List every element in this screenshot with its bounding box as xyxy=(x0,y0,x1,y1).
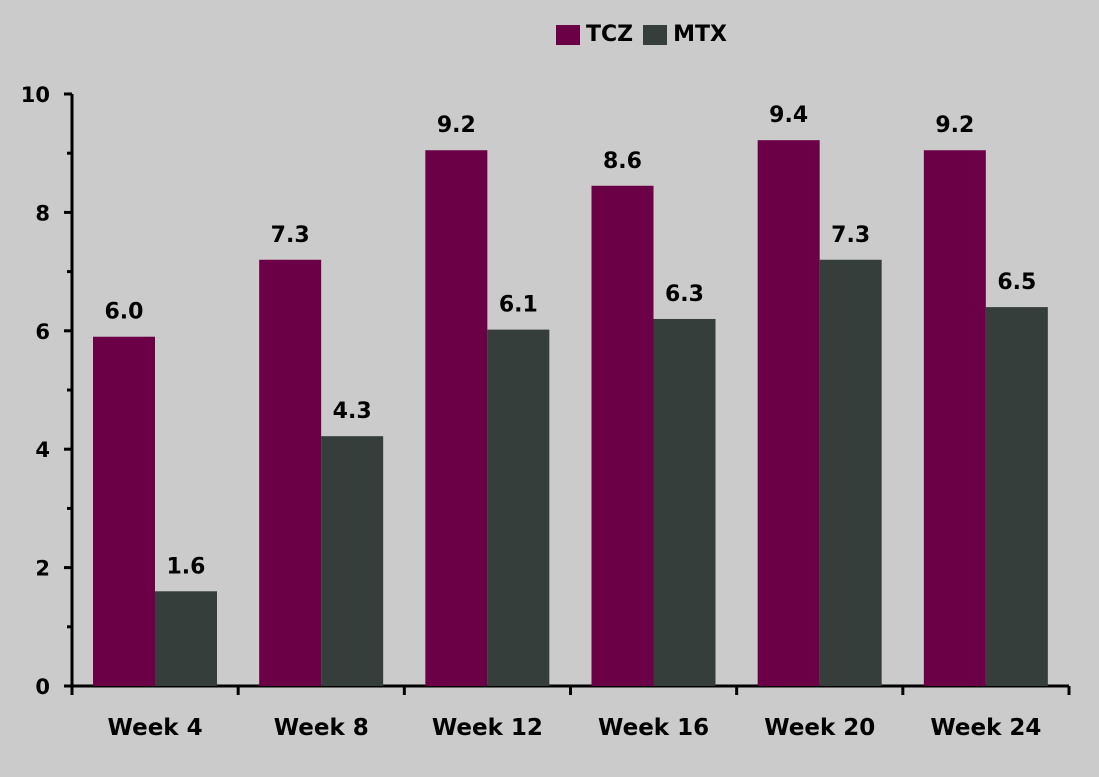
legend-swatch-mtx xyxy=(643,24,668,45)
data-label-tcz: 8.6 xyxy=(603,149,642,174)
bar-tcz xyxy=(591,185,654,686)
y-tick-label: 2 xyxy=(35,557,50,581)
bar-tcz xyxy=(93,336,155,686)
data-label-tcz: 9.2 xyxy=(935,113,974,138)
data-label-mtx: 1.6 xyxy=(167,554,206,579)
bar-tcz xyxy=(923,150,986,687)
x-category-label: Week 16 xyxy=(598,715,709,741)
y-tick-label: 10 xyxy=(21,83,50,107)
legend-label-tcz: TCZ xyxy=(586,22,634,47)
bar-mtx xyxy=(487,329,550,686)
data-label-mtx: 6.1 xyxy=(499,293,538,318)
data-label-tcz: 9.2 xyxy=(437,113,476,138)
x-category-label: Week 20 xyxy=(764,715,875,741)
bar-tcz xyxy=(425,150,488,687)
data-label-tcz: 9.4 xyxy=(769,103,808,128)
legend-swatch-tcz xyxy=(556,24,580,45)
legend-item-mtx: MTX xyxy=(643,22,727,47)
y-tick-label: 0 xyxy=(35,675,50,699)
legend: TCZ MTX xyxy=(556,22,737,47)
data-label-tcz: 7.3 xyxy=(271,223,310,248)
y-tick-label: 8 xyxy=(35,201,50,225)
legend-label-mtx: MTX xyxy=(673,22,727,47)
legend-item-tcz: TCZ xyxy=(556,22,633,47)
bar-tcz xyxy=(259,259,322,686)
x-category-label: Week 8 xyxy=(274,715,369,741)
bar-mtx xyxy=(321,436,384,686)
bar-mtx xyxy=(155,591,217,686)
bar-mtx xyxy=(653,318,716,686)
data-label-mtx: 6.5 xyxy=(997,270,1036,295)
y-tick-label: 6 xyxy=(35,320,50,344)
bar-mtx xyxy=(985,307,1048,686)
bar-mtx xyxy=(819,259,882,686)
x-category-label: Week 4 xyxy=(108,715,203,741)
data-label-mtx: 6.3 xyxy=(665,282,704,307)
data-label-mtx: 7.3 xyxy=(831,223,870,248)
y-tick-label: 4 xyxy=(35,438,50,462)
bar-tcz xyxy=(757,140,820,686)
x-category-label: Week 24 xyxy=(930,715,1041,741)
data-label-tcz: 6.0 xyxy=(105,300,144,325)
data-label-mtx: 4.3 xyxy=(333,399,372,424)
x-category-label: Week 12 xyxy=(432,715,543,741)
